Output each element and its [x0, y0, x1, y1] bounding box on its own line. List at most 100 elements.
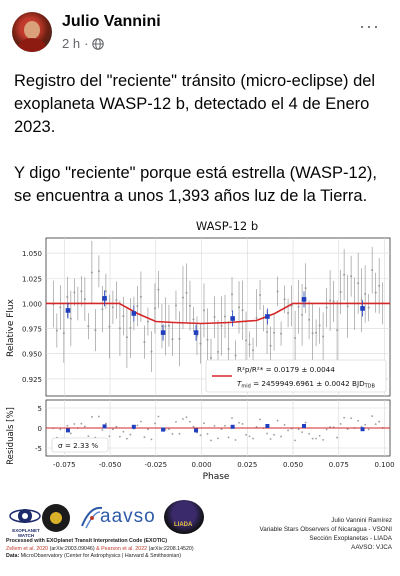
raw-point	[294, 337, 297, 340]
raw-residual-point	[283, 423, 286, 426]
binned-residual-point	[360, 427, 365, 432]
raw-point	[245, 339, 248, 342]
x-tick-label: 0.025	[237, 461, 257, 469]
raw-point	[325, 306, 328, 309]
liada-logo: LIADA	[164, 500, 204, 534]
aavso-logo-text: aavso	[100, 506, 156, 527]
x-tick-label: -0.075	[53, 461, 76, 469]
binned-point	[230, 316, 235, 321]
raw-residual-point	[192, 425, 195, 428]
raw-point	[118, 327, 121, 330]
raw-residual-point	[322, 438, 325, 441]
raw-point	[269, 344, 272, 347]
raw-point	[238, 306, 241, 309]
raw-point	[280, 332, 283, 335]
avatar[interactable]	[12, 12, 52, 52]
raw-point	[73, 291, 76, 294]
raw-residual-point	[140, 420, 142, 423]
raw-residual-point	[248, 435, 251, 438]
ref-zellem[interactable]: Zellem et al. 2020	[6, 545, 49, 552]
data-source: MicroObservatory (Center for Astrophysic…	[19, 553, 182, 559]
binned-residual-point	[65, 428, 70, 433]
raw-point	[206, 338, 209, 341]
y-axis-label-residuals: Residuals [%]	[6, 407, 16, 465]
raw-point	[378, 284, 381, 287]
raw-point	[167, 324, 170, 327]
x-axis-label: Phase	[203, 472, 230, 482]
ref-pearson[interactable]: & Pearson et al. 2022	[96, 545, 149, 552]
binned-residual-point	[230, 424, 235, 429]
raw-point	[150, 350, 153, 353]
raw-residual-point	[80, 422, 83, 425]
raw-point	[178, 337, 181, 340]
aavso-logo-icon	[81, 506, 103, 529]
residual-tick-label: 0	[38, 425, 42, 433]
raw-residual-point	[374, 423, 377, 426]
raw-point	[311, 332, 314, 335]
binned-point	[131, 311, 137, 316]
data-source-line: Data: MicroObservatory (Center for Astro…	[6, 553, 246, 561]
raw-residual-point	[168, 428, 170, 431]
raw-point	[143, 341, 146, 344]
raw-residual-point	[339, 423, 342, 425]
raw-residual-point	[325, 428, 328, 431]
x-tick-label: -0.025	[144, 461, 167, 469]
raw-residual-point	[311, 437, 314, 440]
binned-point	[360, 306, 365, 311]
raw-residual-point	[371, 415, 374, 417]
raw-point	[213, 316, 216, 319]
ref-pearson-arxiv[interactable]: (arXiv:2208.14520)	[148, 545, 194, 552]
raw-residual-point	[147, 428, 149, 431]
raw-residual-point	[182, 418, 184, 420]
microobservatory-logo	[42, 504, 70, 532]
raw-residual-point	[357, 419, 360, 422]
raw-residual-point	[231, 417, 233, 419]
raw-residual-point	[111, 428, 114, 431]
legend-box	[205, 359, 387, 393]
ref-zellem-arxiv[interactable]: (arXiv:2003.09046)	[49, 545, 95, 552]
raw-point	[329, 299, 332, 302]
raw-residual-point	[297, 428, 300, 431]
sigma-label: σ = 2.33 %	[58, 441, 98, 450]
raw-point	[255, 316, 258, 319]
raw-point	[308, 318, 311, 321]
post-image[interactable]: WASP-12 b 0.925 0.950 0.975 1.000 1.025 1.050…	[0, 208, 400, 576]
raw-point	[171, 338, 174, 341]
processed-line: Processed with EXOplanet Transit Interpr…	[6, 538, 167, 544]
raw-point	[108, 325, 111, 328]
flux-tick-label: 0.950	[22, 351, 42, 359]
raw-point	[136, 305, 139, 308]
raw-residual-point	[66, 424, 69, 427]
raw-point	[231, 293, 234, 296]
raw-residual-point	[206, 432, 209, 435]
raw-point	[318, 324, 321, 327]
binned-residual-point	[302, 424, 306, 428]
raw-point	[343, 273, 346, 276]
binned-residual-point	[194, 428, 199, 433]
raw-residual-point	[241, 423, 244, 425]
author-name[interactable]: Julio Vannini	[62, 13, 161, 30]
raw-point	[97, 270, 100, 273]
raw-residual-point	[287, 429, 289, 432]
raw-point	[101, 308, 104, 311]
raw-point	[66, 296, 69, 299]
raw-residual-point	[118, 435, 121, 438]
raw-point	[357, 282, 360, 285]
raw-point	[115, 299, 118, 302]
raw-residual-point	[157, 415, 160, 418]
post-body: Registro del "reciente" tránsito (micro-…	[14, 70, 389, 231]
raw-point	[336, 329, 339, 332]
raw-residual-point	[213, 424, 216, 427]
x-tick-label: 0.050	[283, 461, 303, 469]
flux-panel: 0.925 0.950 0.975 1.000 1.025 1.050 R²p/R²* = …	[22, 237, 391, 397]
more-options-button[interactable]: ···	[359, 16, 380, 36]
raw-residual-point	[199, 434, 202, 437]
observer-section: Sección Exoplanetas - LIADA	[309, 535, 392, 542]
post-time[interactable]: 2 h	[62, 36, 81, 51]
residuals-panel: -5 0 5 -0.075 -0.050 -0.025 0.000 0.025 0.050 0.0…	[35, 399, 395, 469]
exoplanet-watch-logo	[9, 509, 41, 523]
raw-point	[87, 325, 90, 328]
raw-residual-point	[346, 428, 349, 430]
processing-credits: Processed with EXOplanet Transit Interpr…	[6, 538, 246, 561]
raw-residual-point	[266, 432, 268, 435]
